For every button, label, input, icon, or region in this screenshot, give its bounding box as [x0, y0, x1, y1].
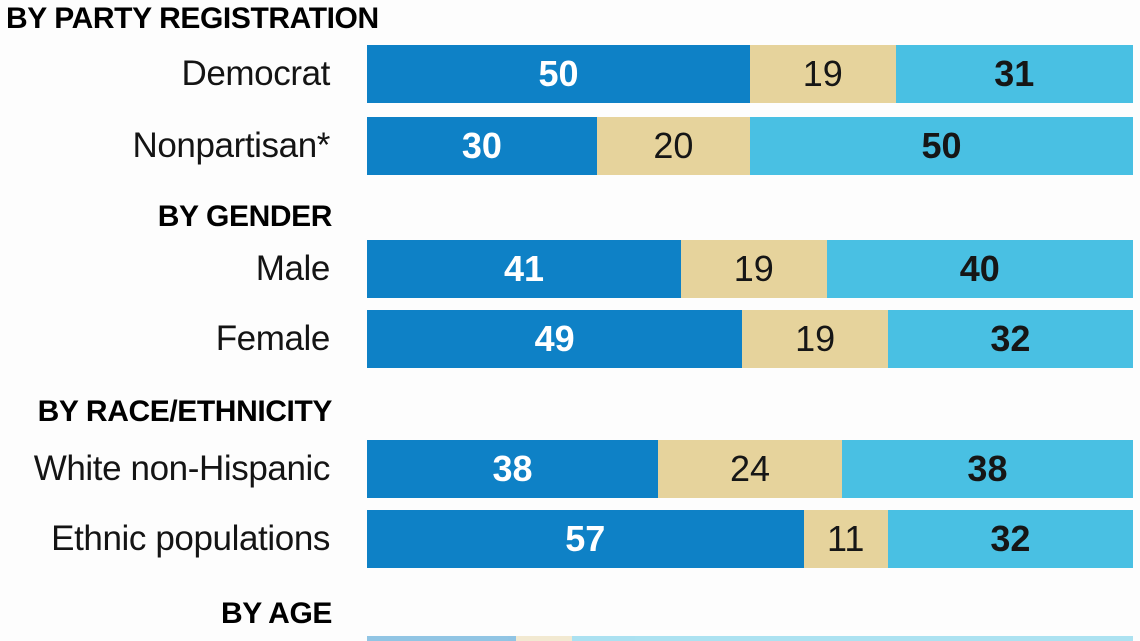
segment-value: 40: [959, 248, 1000, 289]
bar-segment-tan: 20: [596, 117, 750, 175]
bar-segment-tan: 19: [681, 240, 827, 298]
segment-value: 19: [795, 318, 836, 359]
bar-row: Male 41 19 40: [0, 240, 1140, 298]
bar-segment-lightblue: [571, 636, 1133, 641]
bar-row: White non-Hispanic 38 24 38: [0, 440, 1140, 498]
row-label: Ethnic populations: [51, 519, 330, 558]
stacked-bar: 30 20 50: [367, 117, 1133, 175]
segment-value: 19: [733, 248, 774, 289]
stacked-bar: 49 19 32: [367, 310, 1133, 368]
bar-segment-lightblue: 40: [826, 240, 1133, 298]
bar-row: Democrat 50 19 31: [0, 45, 1140, 103]
bar-segment-lightblue: 50: [749, 117, 1133, 175]
section-header: BY GENDER: [157, 200, 333, 233]
bar-segment-lightblue: 32: [887, 310, 1133, 368]
segment-value: 49: [534, 318, 575, 359]
row-label: White non-Hispanic: [33, 449, 331, 488]
bar-segment-darkblue: 50: [367, 45, 750, 103]
bar-segment-lightblue: 31: [895, 45, 1133, 103]
section-header: BY PARTY REGISTRATION: [6, 2, 379, 35]
bar-segment-lightblue: 38: [841, 440, 1133, 498]
segment-value: 38: [967, 448, 1008, 489]
bar-row: Female 49 19 32: [0, 310, 1140, 368]
bar-segment-darkblue: [367, 636, 516, 641]
bar-segment-tan: 24: [658, 440, 842, 498]
cutoff-bar-sliver: [367, 636, 1133, 641]
stacked-bar: 50 19 31: [367, 45, 1133, 103]
segment-value: 24: [729, 448, 771, 489]
bar-segment-lightblue: 32: [887, 510, 1133, 568]
bar-segment-darkblue: 38: [367, 440, 659, 498]
segment-value: 32: [990, 318, 1031, 359]
segment-value: 30: [461, 125, 502, 166]
section-header: BY RACE/ETHNICITY: [37, 395, 333, 428]
segment-value: 41: [504, 248, 545, 289]
segment-value: 11: [827, 518, 865, 559]
bar-segment-darkblue: 41: [367, 240, 682, 298]
row-label: Male: [255, 249, 331, 288]
row-label: Female: [215, 319, 331, 358]
segment-value: 19: [802, 53, 843, 94]
bar-segment-tan: [515, 636, 572, 641]
segment-value: 50: [921, 125, 962, 166]
bar-row: Nonpartisan* 30 20 50: [0, 117, 1140, 175]
segment-value: 50: [538, 53, 579, 94]
row-label: Democrat: [181, 54, 330, 93]
stacked-bar: 38 24 38: [367, 440, 1133, 498]
segment-value: 57: [565, 518, 606, 559]
bar-segment-darkblue: 30: [367, 117, 597, 175]
section-header: BY AGE: [221, 597, 332, 630]
segment-value: 31: [994, 53, 1035, 94]
bar-segment-darkblue: 57: [367, 510, 804, 568]
stacked-bar: 41 19 40: [367, 240, 1133, 298]
bar-segment-tan: 19: [742, 310, 888, 368]
segment-value: 38: [492, 448, 533, 489]
row-label: Nonpartisan*: [132, 126, 330, 165]
bar-segment-tan: 11: [803, 510, 888, 568]
segment-value: 32: [990, 518, 1031, 559]
segment-value: 20: [653, 125, 694, 166]
bar-segment-darkblue: 49: [367, 310, 743, 368]
bar-row: Ethnic populations 57 11 32: [0, 510, 1140, 568]
bar-segment-tan: 19: [750, 45, 896, 103]
stacked-bar: 57 11 32: [367, 510, 1133, 568]
